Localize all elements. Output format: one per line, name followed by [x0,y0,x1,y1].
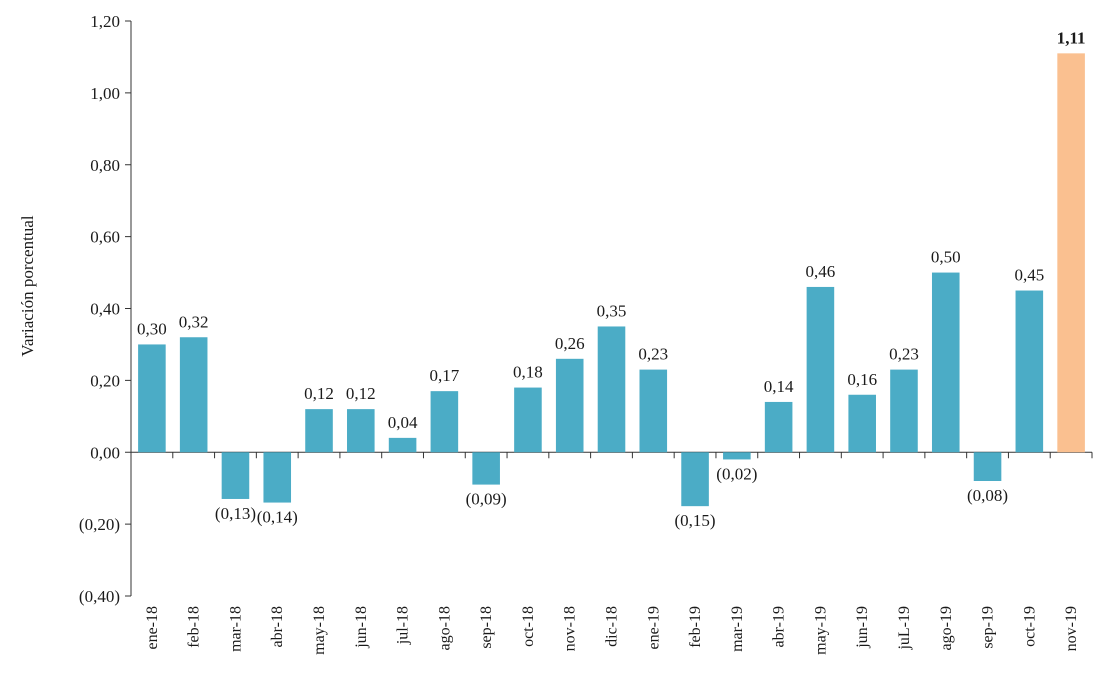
data-label: (0,13) [215,504,256,523]
bar-feb-19 [681,452,709,507]
data-label: 0,04 [388,413,418,432]
data-label: (0,14) [257,508,298,527]
x-tick-label: sep-18 [478,606,495,649]
x-tick-label: may-19 [812,606,829,655]
bar-may-19 [806,286,835,453]
data-label: 0,14 [764,377,794,396]
data-label: 0,30 [137,319,167,338]
x-tick-label: ene-18 [144,606,161,650]
bar-juL-19 [890,369,918,453]
x-tick-label: ene-19 [645,606,662,650]
data-label: 0,26 [555,334,585,353]
data-label: (0,09) [466,490,507,509]
bar-abr-18 [263,452,292,503]
y-tick-label: (0,40) [79,587,120,606]
bar-ene-18 [138,344,166,453]
data-label: 0,18 [513,363,543,382]
data-label: 0,35 [597,301,627,320]
bar-ago-18 [430,391,459,453]
data-label: 1,11 [1057,28,1086,47]
x-tick-label: juL-19 [896,606,913,651]
x-tick-label: may-18 [311,606,328,655]
y-tick-label: (0,20) [79,515,120,534]
x-tick-label: feb-19 [687,606,704,648]
y-tick-label: 1,00 [90,84,120,103]
bar-ene-19 [639,369,668,453]
y-tick-label: 0,00 [90,443,120,462]
y-tick-label: 0,20 [90,371,120,390]
x-tick-label: abr-19 [771,606,788,647]
bar-mar-19 [723,452,751,460]
data-label: 0,45 [1014,266,1044,285]
y-axis-title: Variación porcentual [18,215,37,356]
x-tick-label: nov-19 [1063,606,1080,651]
data-label: (0,15) [675,511,716,530]
data-label: 0,32 [179,312,209,331]
x-tick-label: ago-19 [938,606,955,650]
data-label: 0,16 [847,370,877,389]
y-axis: 1,20 1,00 0,80 0,60 0,40 0,20 0,00 (0,20) (0,40) [79,12,132,606]
y-tick-label: 1,20 [90,12,120,31]
x-tick-label: ago-18 [436,606,453,650]
y-tick-label: 0,60 [90,228,120,247]
x-tick-label: abr-18 [269,606,286,647]
data-label: 0,17 [429,366,459,385]
bar-oct-19 [1015,290,1044,453]
bar-mar-18 [221,452,250,499]
x-tick-label: feb-18 [186,606,203,648]
bar-nov-19 [1057,53,1085,453]
x-tick-label: oct-18 [520,606,537,647]
y-tick-label: 0,40 [90,300,120,319]
bar-may-18 [305,409,333,453]
data-label: 0,12 [346,384,376,403]
bar-nov-18 [555,358,584,453]
data-label: 0,23 [889,345,919,364]
x-tick-label: mar-18 [227,606,244,652]
bar-series [138,53,1085,507]
x-tick-label: sep-19 [980,606,997,649]
x-tick-label: dic-18 [604,606,621,647]
bar-sep-18 [472,452,500,485]
x-tick-label: jun-18 [353,606,370,649]
data-label: (0,02) [716,464,757,483]
x-tick-label: jul-18 [395,606,412,645]
bar-oct-18 [514,387,542,453]
bar-sep-19 [973,452,1002,481]
data-labels: 0,30 0,32 (0,13) (0,14) 0,12 0,12 0,04 0,17 (0,0… [137,28,1085,530]
data-label: 0,12 [304,384,334,403]
data-label: 0,50 [931,248,961,267]
bar-jun-19 [848,394,876,453]
bar-feb-18 [179,337,208,453]
bar-jun-18 [347,409,375,453]
bar-abr-19 [764,401,793,453]
x-tick-label: jun-19 [854,606,871,649]
data-label: 0,23 [638,345,668,364]
x-tick-label: nov-18 [562,606,579,651]
data-label: (0,08) [967,486,1008,505]
bar-ago-19 [931,272,960,453]
bar-dic-18 [597,326,626,453]
bar-jul-18 [388,437,417,453]
x-tick-label: oct-19 [1021,606,1038,647]
data-label: 0,46 [806,262,836,281]
category-labels: ene-18 feb-18 mar-18 abr-18 may-18 jun-18 jul-… [144,606,1080,655]
x-tick-label: mar-19 [729,606,746,652]
y-tick-label: 0,80 [90,156,120,175]
